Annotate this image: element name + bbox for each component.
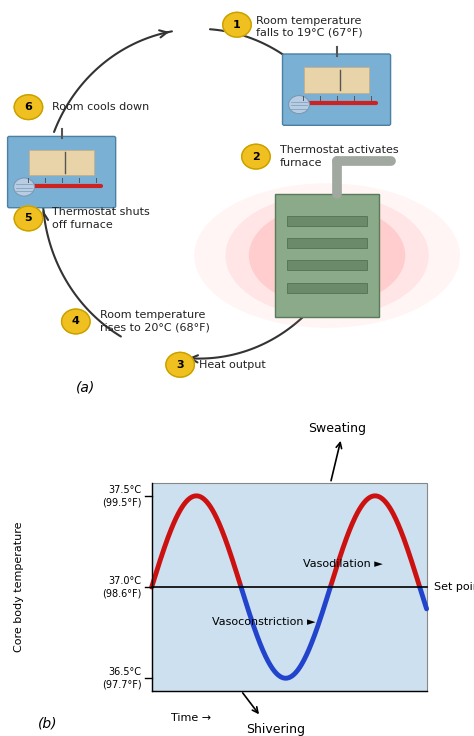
Text: (a): (a) (76, 381, 95, 394)
Ellipse shape (194, 183, 460, 328)
Text: Set point: Set point (434, 582, 474, 592)
Text: Room cools down: Room cools down (52, 102, 149, 112)
FancyBboxPatch shape (283, 54, 391, 125)
Text: Room temperature
rises to 20°C (68°F): Room temperature rises to 20°C (68°F) (100, 311, 210, 333)
Text: (b): (b) (37, 716, 57, 730)
Circle shape (62, 309, 90, 334)
Text: Time →: Time → (171, 713, 211, 723)
Circle shape (223, 13, 251, 37)
Text: 4: 4 (72, 316, 80, 327)
FancyBboxPatch shape (304, 67, 369, 93)
Text: 36.5°C
(97.7°F): 36.5°C (97.7°F) (101, 667, 141, 690)
Ellipse shape (226, 194, 428, 316)
FancyBboxPatch shape (152, 484, 427, 690)
Text: 1: 1 (233, 20, 241, 29)
Text: 5: 5 (25, 213, 32, 224)
Text: Shivering: Shivering (246, 723, 305, 736)
FancyBboxPatch shape (287, 238, 367, 248)
Text: 6: 6 (25, 102, 32, 112)
Text: Heat output: Heat output (199, 360, 266, 369)
Text: Vasoconstriction ►: Vasoconstriction ► (212, 617, 316, 626)
Circle shape (166, 353, 194, 377)
Text: Room temperature
falls to 19°C (67°F): Room temperature falls to 19°C (67°F) (256, 15, 363, 38)
FancyBboxPatch shape (275, 194, 379, 317)
Circle shape (289, 96, 310, 113)
FancyBboxPatch shape (287, 216, 367, 226)
Text: Core body temperature: Core body temperature (14, 522, 24, 652)
Text: Vasodilation ►: Vasodilation ► (303, 559, 383, 569)
Circle shape (14, 206, 43, 231)
Circle shape (14, 178, 35, 196)
Text: Thermostat activates
furnace: Thermostat activates furnace (280, 146, 398, 168)
Ellipse shape (249, 205, 405, 305)
FancyBboxPatch shape (287, 283, 367, 293)
Text: 3: 3 (176, 360, 184, 369)
Text: 2: 2 (252, 152, 260, 162)
Circle shape (14, 95, 43, 119)
Text: 37.5°C
(99.5°F): 37.5°C (99.5°F) (102, 484, 141, 507)
FancyBboxPatch shape (8, 136, 116, 208)
Circle shape (242, 144, 270, 169)
Text: 37.0°C
(98.6°F): 37.0°C (98.6°F) (102, 576, 141, 598)
Text: Thermostat shuts
off furnace: Thermostat shuts off furnace (52, 208, 150, 230)
Text: Sweating: Sweating (308, 422, 366, 435)
FancyBboxPatch shape (287, 261, 367, 270)
FancyBboxPatch shape (29, 149, 94, 175)
